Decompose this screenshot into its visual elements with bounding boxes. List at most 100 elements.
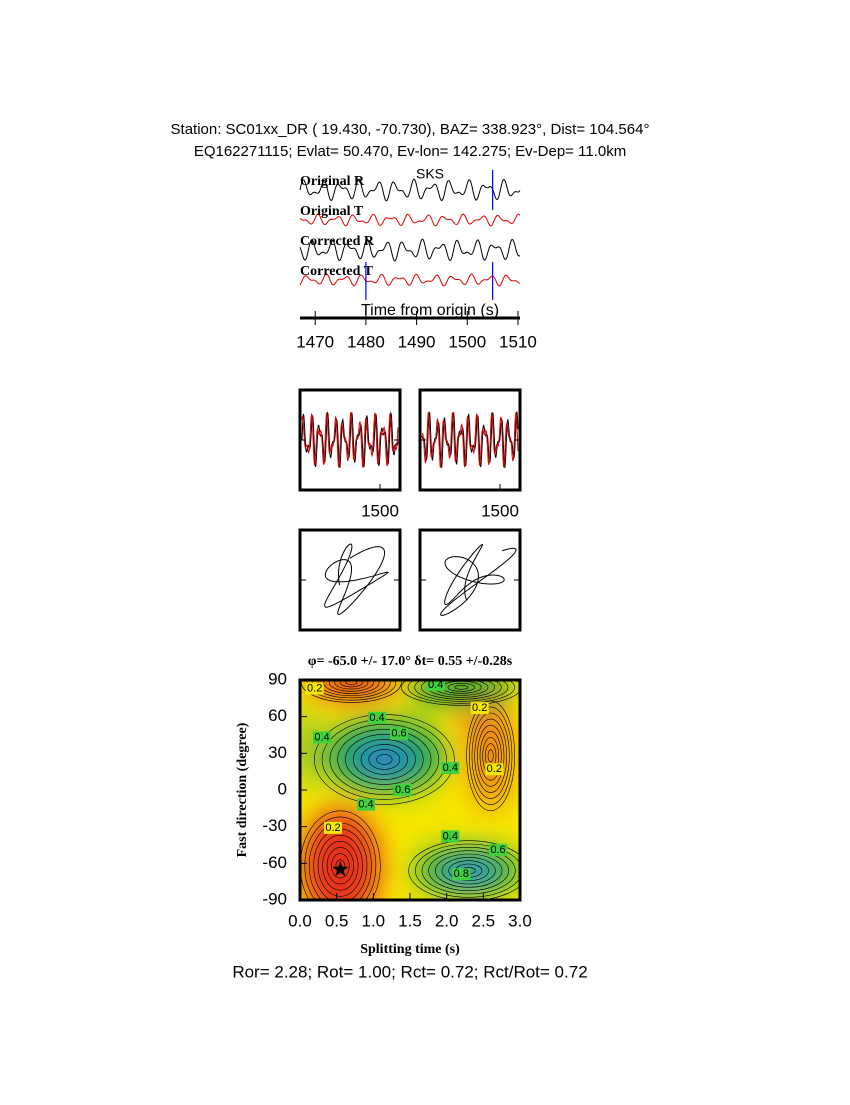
waveform <box>299 213 521 227</box>
y-axis-label: Fast direction (degree) <box>235 722 250 857</box>
contour-line <box>328 680 374 692</box>
contour-label: 0.4 <box>358 799 373 811</box>
x-tick-label: 0.5 <box>325 911 349 930</box>
x-tick-label: 1490 <box>398 332 436 351</box>
contour-line <box>339 680 363 688</box>
y-tick-label: -30 <box>262 816 287 835</box>
x-axis-label: Splitting time (s) <box>360 942 460 957</box>
trace-label: Original R <box>300 174 365 189</box>
x-tick-label: 1470 <box>296 332 334 351</box>
waveform <box>421 410 519 469</box>
contour-label-bg <box>357 798 375 811</box>
contour-line <box>448 860 489 881</box>
contour-line <box>441 857 496 885</box>
x-tick-label: 1.5 <box>398 911 422 930</box>
contour-label: 0.4 <box>443 830 458 842</box>
contour-label-bg <box>393 784 412 796</box>
x-tick-label: 1500 <box>481 501 519 520</box>
waveform <box>299 273 521 287</box>
particle-motion <box>440 543 517 616</box>
trace-label: Original T <box>300 204 364 219</box>
x-axis-label: Time from origin (s) <box>361 302 499 319</box>
header-line: EQ162271115; Evlat= 50.470, Ev-lon= 142.… <box>194 143 626 160</box>
contour-line <box>306 680 397 701</box>
phase-label: SKS <box>416 166 444 182</box>
x-tick-label: 1480 <box>347 332 385 351</box>
contour-line <box>415 843 520 898</box>
contour-line <box>334 680 369 690</box>
contour-label: 0.4 <box>314 731 329 743</box>
contour-label-bg <box>489 843 507 856</box>
best-fit-star <box>332 860 349 877</box>
contour-line <box>326 847 354 885</box>
contour-line <box>479 731 502 781</box>
contour-line <box>447 683 475 692</box>
x-tick-label: 2.0 <box>435 911 459 930</box>
contour-label-bg <box>313 731 331 744</box>
panel-frame <box>418 528 522 632</box>
waveform <box>301 411 399 469</box>
contour-label: 0.6 <box>490 844 505 856</box>
contour-line <box>331 853 350 879</box>
waveform <box>301 412 399 468</box>
contour-line <box>317 680 385 697</box>
y-tick-label: 30 <box>268 743 287 762</box>
contour-label-bg <box>305 682 324 695</box>
contour-line <box>401 680 520 706</box>
contour-label-bg <box>470 702 489 715</box>
contour-line <box>304 816 377 900</box>
contour-label: 0.4 <box>443 762 458 774</box>
contour-line <box>421 847 516 895</box>
contour-field: 0.2 0.4 0.4 0.6 0.4 0.2 0.2 0.4 0.6 0.4 0.2 0.4 0.6 0… <box>300 679 520 900</box>
contour-line <box>428 850 509 891</box>
contour-line <box>421 680 502 700</box>
y-tick-label: -90 <box>262 889 287 908</box>
contour-label: 0.6 <box>391 728 406 740</box>
y-tick-label: 90 <box>268 669 287 688</box>
contour-line <box>345 734 424 785</box>
contour-line <box>352 739 416 780</box>
contour-line <box>477 724 505 787</box>
x-tick-label: 3.0 <box>508 911 532 930</box>
y-tick-label: -60 <box>262 853 287 872</box>
contour-line <box>454 685 469 690</box>
y-tick-label: 60 <box>268 706 287 725</box>
contour-label: 0.2 <box>307 682 322 694</box>
waveform <box>299 238 521 262</box>
contour-label: 0.8 <box>454 868 469 880</box>
contour-label-bg <box>485 763 504 776</box>
particle-motion <box>324 543 389 615</box>
contour-line <box>323 680 380 694</box>
contour-line <box>469 706 513 805</box>
trace-label: Corrected R <box>300 234 375 249</box>
contour-label: 0.2 <box>487 763 502 775</box>
contour-blob <box>459 708 515 737</box>
contour-label-bg <box>324 821 342 834</box>
contour-line <box>322 841 359 891</box>
x-tick-label: 1500 <box>448 332 486 351</box>
contour-line <box>408 840 520 900</box>
waveform <box>299 178 521 202</box>
contour-line <box>435 853 503 888</box>
contour-label: 0.2 <box>472 702 487 714</box>
x-tick-label: 0.0 <box>288 911 312 930</box>
footer: Ror= 2.28; Rot= 1.00; Rct= 0.72; Rct/Rot… <box>232 962 587 981</box>
contour-blob <box>300 707 320 788</box>
y-tick-label: 0 <box>278 779 287 798</box>
contour-line <box>407 680 515 704</box>
contour-line <box>487 749 494 763</box>
contour-label: 0.4 <box>369 712 384 724</box>
contour-line <box>474 718 507 793</box>
x-tick-label: 2.5 <box>472 911 496 930</box>
contour-label-bg <box>441 762 460 774</box>
header-line: Station: SC01xx_DR ( 19.430, -70.730), B… <box>171 121 650 138</box>
contour-line <box>414 680 509 702</box>
trace-label: Corrected T <box>300 264 374 279</box>
contour-line <box>376 754 393 765</box>
contour-label-bg <box>452 868 471 881</box>
contour-blob <box>300 807 381 900</box>
contour-label: 0.4 <box>428 679 443 691</box>
waveform <box>421 411 519 469</box>
contour-line <box>317 834 363 897</box>
